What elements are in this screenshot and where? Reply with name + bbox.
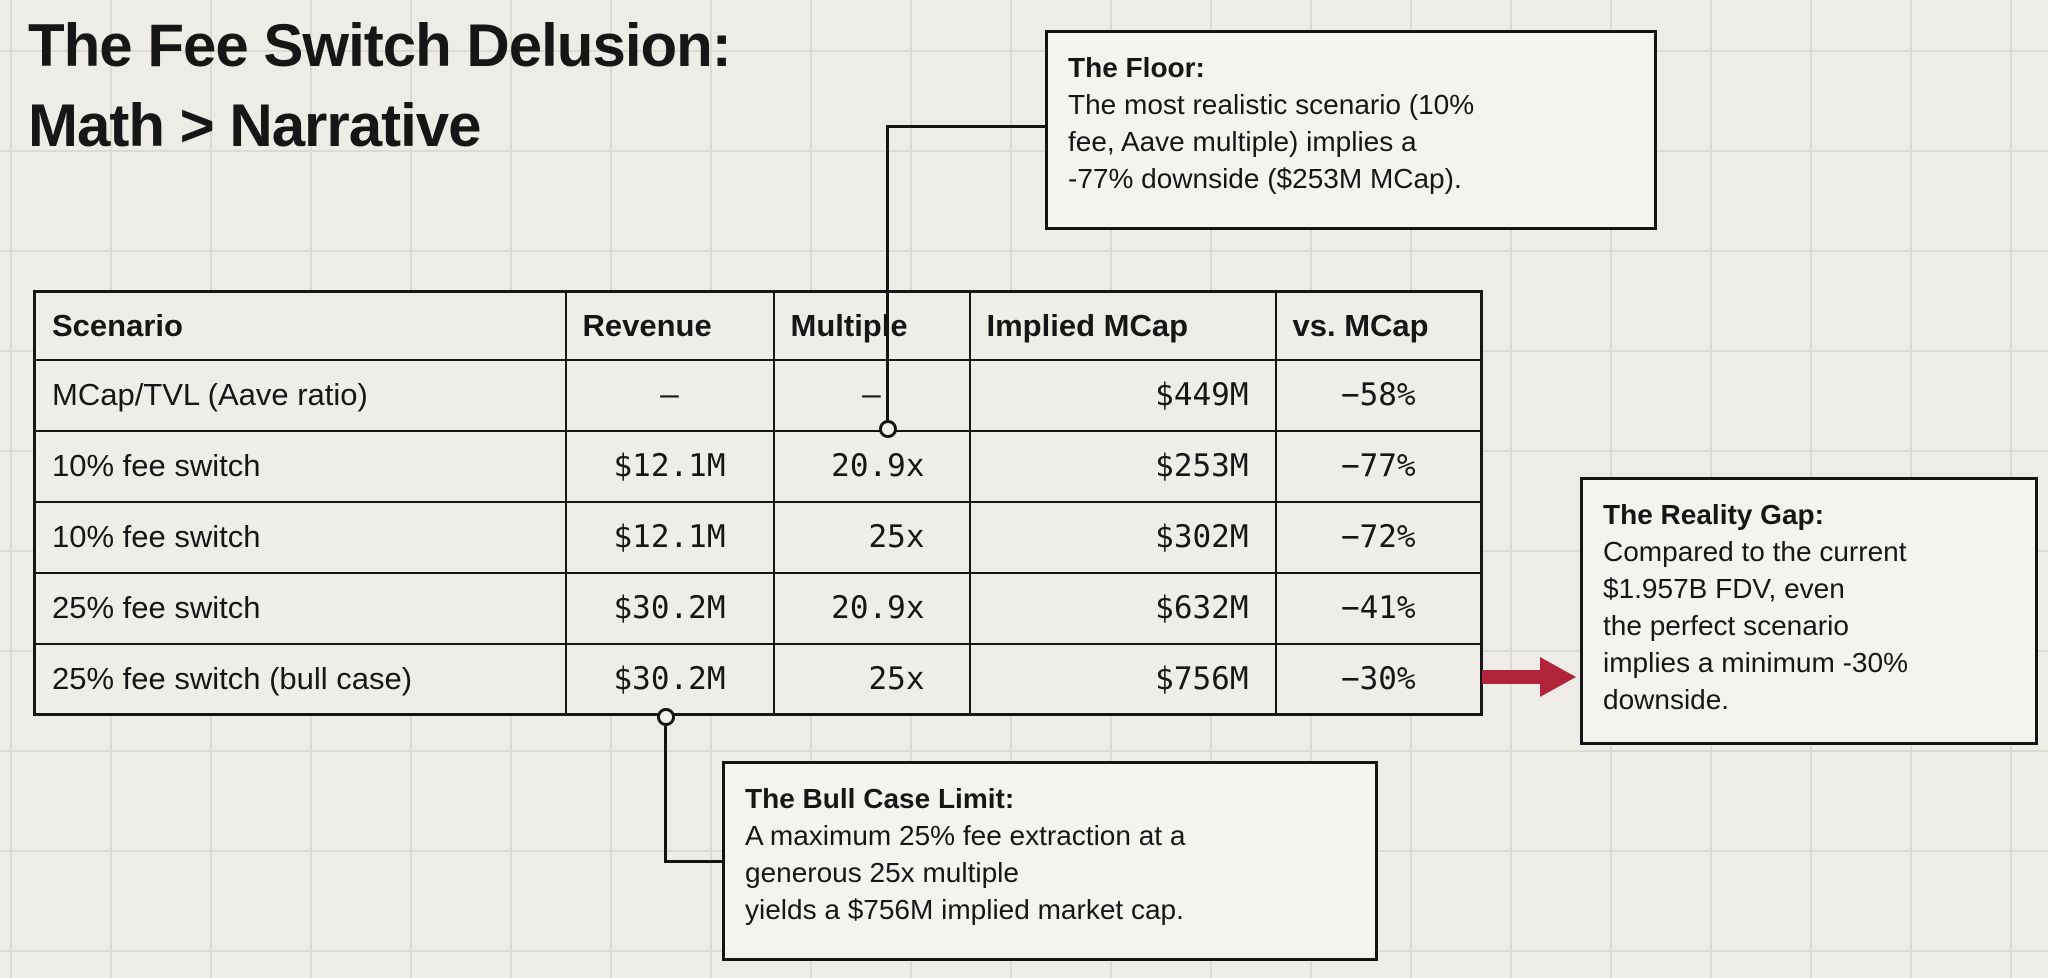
floor-connector-horizontal-line	[886, 125, 1045, 128]
callout-bull-case-limit-body: A maximum 25% fee extraction at a genero…	[745, 820, 1186, 925]
col-header-scenario: Scenario	[33, 290, 567, 361]
col-header-vs-mcap: vs. MCap	[1274, 290, 1483, 361]
callout-bull-case-limit-title: The Bull Case Limit:	[745, 783, 1015, 814]
cell-revenue: $12.1M	[564, 429, 775, 503]
page-title-line2: Math > Narrative	[28, 92, 482, 159]
col-header-revenue: Revenue	[564, 290, 775, 361]
cell-implied-mcap: $632M	[968, 571, 1277, 645]
col-header-implied-mcap: Implied MCap	[968, 290, 1277, 361]
cell-scenario: 25% fee switch	[33, 571, 567, 645]
scenario-table: Scenario Revenue Multiple Implied MCap v…	[33, 290, 1483, 716]
table-header-row: Scenario Revenue Multiple Implied MCap v…	[33, 290, 1483, 361]
cell-multiple: 25x	[772, 500, 971, 574]
cell-revenue: $30.2M	[564, 571, 775, 645]
red-arrow-icon	[1482, 651, 1578, 708]
cell-multiple: —	[772, 358, 971, 432]
callout-the-floor: The Floor: The most realistic scenario (…	[1045, 30, 1657, 230]
floor-connector-vertical-line	[886, 125, 889, 420]
cell-vs-mcap: −58%	[1274, 358, 1483, 432]
cell-multiple: 20.9x	[772, 571, 971, 645]
cell-implied-mcap: $302M	[968, 500, 1277, 574]
cell-scenario: MCap/TVL (Aave ratio)	[33, 358, 567, 432]
callout-reality-gap-title: The Reality Gap:	[1603, 499, 1824, 530]
cell-implied-mcap: $449M	[968, 358, 1277, 432]
table-row: MCap/TVL (Aave ratio) — — $449M −58%	[33, 358, 1483, 432]
callout-the-floor-title: The Floor:	[1068, 52, 1205, 83]
col-header-multiple: Multiple	[772, 290, 971, 361]
red-arrow-shape	[1482, 657, 1576, 697]
bull-connector-horizontal-line	[664, 860, 722, 863]
cell-scenario: 25% fee switch (bull case)	[33, 642, 567, 716]
cell-implied-mcap: $756M	[968, 642, 1277, 716]
cell-vs-mcap: −41%	[1274, 571, 1483, 645]
cell-implied-mcap: $253M	[968, 429, 1277, 503]
cell-scenario: 10% fee switch	[33, 429, 567, 503]
table-row: 25% fee switch (bull case) $30.2M 25x $7…	[33, 642, 1483, 716]
cell-revenue: —	[564, 358, 775, 432]
floor-connector-dot	[879, 420, 897, 438]
cell-scenario: 10% fee switch	[33, 500, 567, 574]
callout-bull-case-limit: The Bull Case Limit: A maximum 25% fee e…	[722, 761, 1378, 961]
cell-vs-mcap: −77%	[1274, 429, 1483, 503]
callout-reality-gap: The Reality Gap: Compared to the current…	[1580, 477, 2038, 745]
cell-revenue: $30.2M	[564, 642, 775, 716]
cell-multiple: 20.9x	[772, 429, 971, 503]
table-row: 10% fee switch $12.1M 25x $302M −72%	[33, 500, 1483, 574]
page-title: The Fee Switch Delusion: Math > Narrativ…	[28, 6, 732, 166]
cell-revenue: $12.1M	[564, 500, 775, 574]
cell-vs-mcap: −72%	[1274, 500, 1483, 574]
page-title-line1: The Fee Switch Delusion:	[28, 12, 732, 79]
callout-reality-gap-body: Compared to the current $1.957B FDV, eve…	[1603, 536, 1908, 715]
callout-the-floor-body: The most realistic scenario (10% fee, Aa…	[1068, 89, 1475, 194]
bull-connector-vertical-line	[664, 726, 667, 863]
table-row: 25% fee switch $30.2M 20.9x $632M −41%	[33, 571, 1483, 645]
cell-vs-mcap: −30%	[1274, 642, 1483, 716]
bull-connector-dot	[657, 708, 675, 726]
table-row: 10% fee switch $12.1M 20.9x $253M −77%	[33, 429, 1483, 503]
cell-multiple: 25x	[772, 642, 971, 716]
